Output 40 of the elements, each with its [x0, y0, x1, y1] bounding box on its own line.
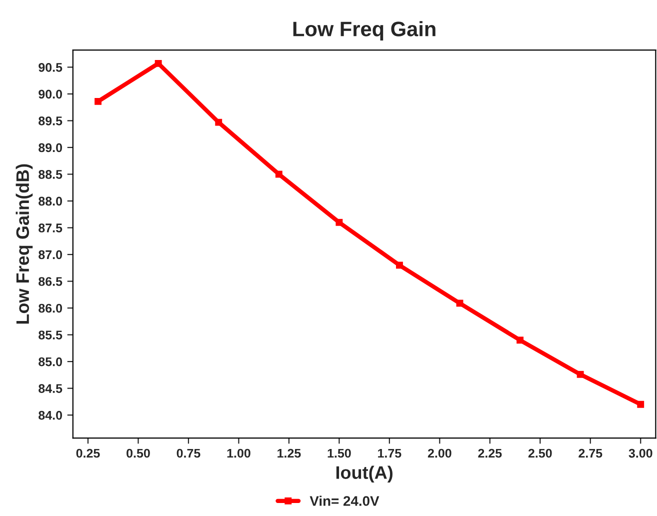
- y-tick-label: 84.0: [38, 410, 62, 420]
- point: [396, 262, 403, 269]
- y-tick-label: 86.0: [38, 304, 62, 313]
- point: [154, 60, 162, 67]
- chart-title: Low Freq Gain: [293, 21, 436, 40]
- y-tick-label: 84.5: [38, 384, 62, 393]
- y-tick-label: 89.5: [38, 116, 62, 126]
- y-tick-label: 90.5: [38, 62, 62, 72]
- point: [336, 218, 343, 226]
- y-tick-label: 87.0: [38, 250, 62, 260]
- x-tick-label: 0.50: [126, 448, 150, 458]
- y-tick-label: 88.5: [38, 170, 62, 179]
- y-tick-label: 85.5: [38, 330, 62, 340]
- y-tick-label: 88.0: [38, 196, 62, 206]
- x-tick-label: 2.00: [428, 448, 452, 458]
- x-tick-label: 2.25: [478, 448, 502, 458]
- x-tick-label: 3.00: [628, 448, 652, 458]
- point: [576, 370, 584, 378]
- y-tick-label: 90.0: [38, 90, 62, 99]
- x-tick-label: 1.25: [278, 448, 301, 458]
- y-tick-label: 85.0: [38, 357, 62, 366]
- point: [94, 98, 102, 105]
- x-tick-label: 0.75: [176, 448, 200, 458]
- y-tick-label: 89.0: [38, 143, 62, 152]
- x-tick-label: 0.25: [76, 448, 100, 458]
- x-tick-label: 2.75: [578, 448, 602, 458]
- point: [275, 170, 282, 178]
- point: [215, 118, 222, 126]
- y-tick-label: 87.5: [38, 224, 62, 232]
- point: [516, 336, 524, 344]
- x-tick-label: 1.00: [227, 448, 250, 458]
- x-axis-title: Iout(A): [336, 466, 392, 483]
- x-tick-label: 1.50: [328, 448, 351, 458]
- legend-label: Vin= 24.0V: [310, 496, 380, 506]
- x-tick-label: 2.50: [528, 448, 552, 458]
- y-tick-label: 86.5: [38, 277, 62, 286]
- y-axis-title: Low Freq Gain(dB): [16, 164, 33, 324]
- x-tick-label: 1.75: [378, 448, 402, 458]
- point: [456, 300, 464, 307]
- point: [637, 400, 644, 408]
